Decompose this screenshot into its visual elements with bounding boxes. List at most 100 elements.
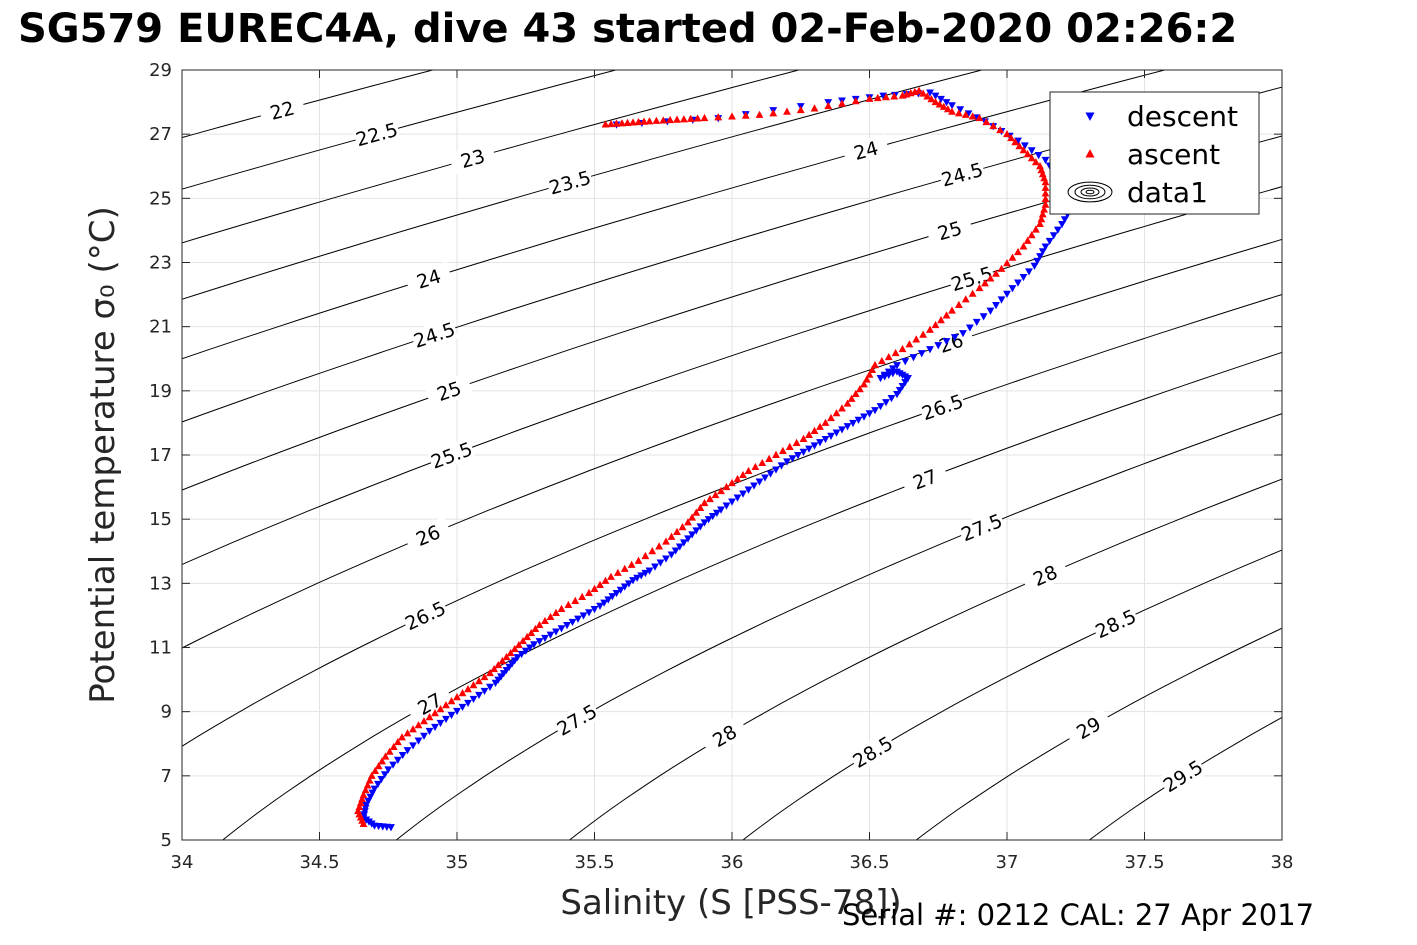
descent-marker bbox=[436, 719, 445, 728]
contour-label: 25.5 bbox=[428, 438, 475, 473]
ascent-marker bbox=[722, 482, 731, 491]
descent-marker bbox=[521, 647, 530, 655]
descent-marker bbox=[1038, 248, 1047, 256]
ascent-marker bbox=[851, 97, 860, 105]
x-tick-label: 37 bbox=[996, 852, 1019, 873]
ascent-marker bbox=[431, 709, 439, 717]
descent-marker bbox=[860, 413, 868, 421]
descent-marker bbox=[403, 747, 412, 755]
contour-label-bg bbox=[937, 157, 987, 191]
ascent-marker bbox=[381, 752, 390, 760]
ascent-marker bbox=[873, 93, 882, 102]
descent-marker bbox=[956, 106, 965, 114]
ascent-marker bbox=[810, 426, 819, 434]
ascent-marker bbox=[458, 689, 467, 697]
ascent-marker bbox=[686, 114, 695, 122]
descent-marker bbox=[1041, 156, 1050, 165]
legend-box bbox=[1049, 91, 1260, 215]
ascent-marker bbox=[1027, 154, 1036, 162]
descent-marker bbox=[546, 631, 555, 639]
descent-marker bbox=[637, 572, 646, 580]
ascent-marker bbox=[728, 112, 736, 120]
ascent-marker bbox=[618, 119, 626, 127]
ascent-marker bbox=[975, 113, 984, 122]
descent-marker bbox=[992, 302, 1000, 310]
descent-marker bbox=[979, 313, 988, 321]
descent-marker bbox=[942, 338, 951, 346]
ascent-marker bbox=[997, 264, 1006, 272]
ascent-marker bbox=[1011, 137, 1020, 146]
y-tick-label: 27 bbox=[149, 124, 172, 145]
descent-marker bbox=[876, 403, 885, 411]
data-markers bbox=[354, 86, 1077, 832]
descent-marker bbox=[696, 523, 705, 531]
ascent-marker bbox=[843, 399, 852, 407]
legend-label: data1 bbox=[1127, 176, 1208, 209]
triangle-up-icon bbox=[1085, 149, 1095, 158]
ascent-marker bbox=[992, 269, 1000, 277]
ascent-marker bbox=[891, 348, 900, 357]
descent-marker bbox=[879, 92, 888, 100]
descent-marker bbox=[616, 586, 625, 594]
ascent-marker bbox=[975, 283, 984, 292]
descent-marker bbox=[838, 426, 846, 434]
ascent-marker bbox=[739, 470, 747, 479]
contour-label-bg bbox=[258, 93, 307, 127]
descent-marker bbox=[568, 618, 577, 627]
descent-marker bbox=[1033, 257, 1042, 266]
descent-marker bbox=[712, 509, 721, 517]
ascent-marker bbox=[1041, 178, 1050, 186]
descent-marker bbox=[876, 375, 885, 383]
ascent-marker bbox=[824, 101, 833, 110]
descent-marker bbox=[722, 502, 731, 510]
ascent-marker bbox=[425, 713, 434, 721]
descent-marker bbox=[1058, 221, 1066, 229]
chart-title: SG579 EUREC4A, dive 43 started 02-Feb-20… bbox=[18, 6, 1238, 52]
descent-marker bbox=[1060, 216, 1069, 224]
ascent-marker bbox=[523, 632, 532, 641]
descent-marker bbox=[464, 699, 472, 708]
descent-marker bbox=[656, 559, 665, 567]
ascent-marker bbox=[1023, 236, 1032, 244]
ascent-marker bbox=[490, 664, 499, 673]
ascent-marker bbox=[1041, 194, 1050, 203]
descent-marker bbox=[880, 371, 889, 379]
ascent-marker bbox=[662, 537, 670, 545]
ascent-marker bbox=[1038, 210, 1047, 218]
ascent-marker bbox=[954, 109, 963, 117]
descent-marker bbox=[832, 429, 841, 437]
ascent-marker bbox=[838, 404, 846, 412]
ascent-marker bbox=[741, 111, 750, 119]
descent-marker bbox=[887, 395, 896, 403]
ascent-marker bbox=[926, 325, 934, 333]
descent-marker bbox=[563, 622, 571, 630]
ascent-marker bbox=[498, 656, 507, 665]
ascent-marker bbox=[693, 114, 702, 122]
ascent-marker bbox=[865, 370, 874, 378]
descent-marker bbox=[843, 423, 852, 431]
ascent-marker bbox=[706, 494, 714, 503]
ascent-marker bbox=[403, 729, 412, 737]
ascent-marker bbox=[557, 604, 566, 612]
descent-marker bbox=[671, 547, 680, 555]
legend-item-ascent: ascent bbox=[1085, 138, 1220, 171]
descent-marker bbox=[965, 324, 974, 332]
legend[interactable]: descent ascent data1 bbox=[1049, 91, 1260, 215]
ascent-marker bbox=[578, 592, 587, 600]
ascent-marker bbox=[860, 380, 868, 388]
isopycnal-line bbox=[182, 70, 801, 244]
ascent-marker bbox=[905, 340, 914, 348]
contour-label-bg bbox=[699, 715, 750, 757]
descent-marker bbox=[816, 439, 824, 447]
descent-marker bbox=[557, 625, 566, 633]
ascent-marker bbox=[1031, 158, 1040, 166]
contour-label-bg bbox=[848, 731, 898, 773]
descent-marker bbox=[651, 563, 659, 571]
contour-label: 24.5 bbox=[939, 159, 986, 192]
isopycnal-line bbox=[182, 238, 1282, 649]
contour-label-bg bbox=[841, 133, 891, 167]
axis-ticks: 34 34.5 35 35.5 36 36.5 37 37.5 38 5 7 9 11 13 15 17 19 2… bbox=[149, 60, 1293, 873]
ascent-marker bbox=[679, 115, 688, 123]
ascent-marker bbox=[564, 600, 573, 608]
ascent-marker bbox=[1019, 146, 1028, 154]
